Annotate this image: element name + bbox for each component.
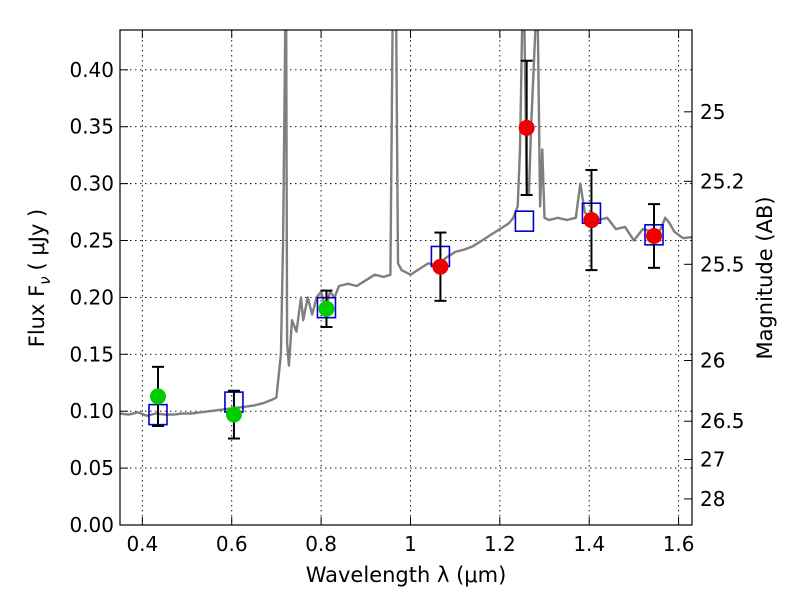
right-tick-label: 26.5 — [700, 409, 745, 433]
x-tick-label: 0.6 — [216, 532, 248, 556]
y-tick-label: 0.30 — [69, 172, 114, 196]
y-tick-label: 0.15 — [69, 342, 114, 366]
right-tick-label: 28 — [700, 487, 725, 511]
x-tick-label: 0.8 — [305, 532, 337, 556]
y-tick-label: 0.25 — [69, 229, 114, 253]
plot-area — [120, 30, 692, 417]
observed-point-optical — [149, 388, 166, 405]
y-tick-label: 0.35 — [69, 115, 114, 139]
observed-point-nir — [518, 119, 535, 136]
markers — [148, 59, 664, 440]
model-point — [514, 210, 535, 232]
plot-frame — [119, 29, 693, 526]
spectrum-line — [120, 30, 692, 417]
ticks: 0.4 0.6 0.8 1 1.2 1.4 1.6 0.00 0.05 0.10 0.15 0.20 0… — [69, 30, 745, 556]
x-tick-label: 1.4 — [573, 532, 605, 556]
observed-point-optical — [225, 406, 242, 423]
y-axis-label-text: Flux F — [25, 285, 49, 347]
x-tick-label: 1.2 — [484, 532, 516, 556]
plot-background — [120, 30, 692, 525]
observed-point-nir — [432, 258, 449, 275]
y-tick-label: 0.10 — [69, 399, 114, 423]
right-tick-label: 25.5 — [700, 252, 745, 276]
observed-point-nir — [583, 212, 600, 229]
x-tick-label: 1 — [404, 532, 417, 556]
y-tick-label: 0.00 — [69, 513, 114, 537]
y-axis-label-unit: ( μJy ) — [25, 209, 49, 271]
y-tick-label: 0.40 — [69, 58, 114, 82]
x-axis-label: Wavelength λ (μm) — [306, 563, 507, 587]
grid — [120, 30, 692, 526]
y-axis-label: Flux Fν ( μJy ) — [25, 209, 54, 348]
right-tick-label: 25 — [700, 100, 725, 124]
observed-point-optical — [318, 300, 335, 317]
right-tick-label: 26 — [700, 349, 725, 373]
right-axis-label: Magnitude (AB) — [753, 196, 777, 359]
x-tick-label: 1.6 — [663, 532, 695, 556]
right-tick-label: 27 — [700, 448, 725, 472]
y-tick-label: 0.05 — [69, 456, 114, 480]
y-tick-label: 0.20 — [69, 285, 114, 309]
y-axis-label-subscript: ν — [36, 276, 54, 284]
x-tick-label: 0.4 — [126, 532, 158, 556]
observed-point-nir — [646, 227, 663, 244]
right-tick-label: 25.2 — [700, 169, 745, 193]
